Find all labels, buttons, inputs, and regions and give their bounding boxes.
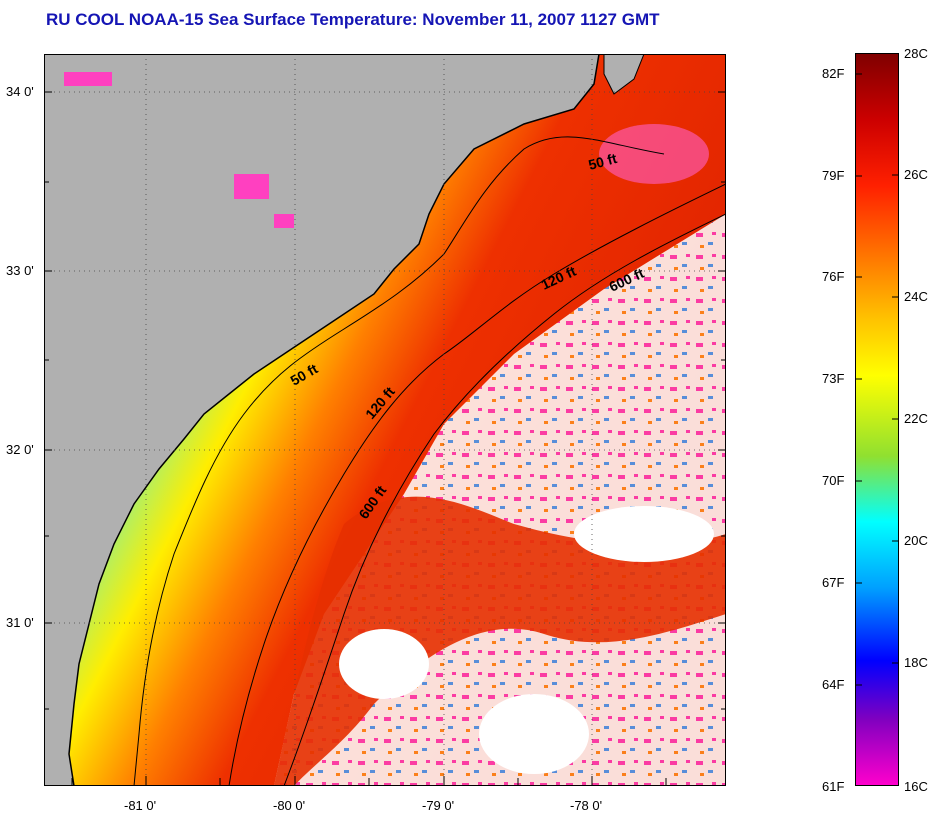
cloud-patch-1 <box>339 629 429 699</box>
colorbar-gradient <box>856 54 898 785</box>
depth-label: 50 ft <box>587 150 619 173</box>
lat-label: 32 0' <box>6 442 34 457</box>
lon-label: -79 0' <box>422 798 455 813</box>
cloud-patch-4 <box>599 124 709 184</box>
sst-map: 50 ft 120 ft 600 ft 50 ft 120 ft 600 ft <box>44 54 726 786</box>
colorbar-fahrenheit-label: 82F <box>822 66 845 81</box>
colorbar-fahrenheit-label: 79F <box>822 168 845 183</box>
colorbar-fahrenheit-label: 73F <box>822 371 845 386</box>
contour-120ft <box>228 183 726 786</box>
land-mass <box>44 54 599 786</box>
inland-lake-2 <box>234 174 269 199</box>
lon-label: -78 0' <box>570 798 603 813</box>
map-frame <box>44 54 726 786</box>
map-title: RU COOL NOAA-15 Sea Surface Temperature:… <box>46 10 660 29</box>
lat-label: 33 0' <box>6 263 34 278</box>
graticule <box>44 54 726 786</box>
colorbar-celsius-label: 26C <box>904 167 928 182</box>
colorbar-celsius-label: 20C <box>904 533 928 548</box>
land-northeast <box>603 54 645 95</box>
sst-map-canvas: 50 ft 120 ft 600 ft 50 ft 120 ft 600 ft <box>44 54 726 786</box>
lat-label: 34 0' <box>6 84 34 99</box>
axis-ticks <box>44 91 726 786</box>
colorbar-fahrenheit-label: 61F <box>822 779 845 794</box>
colorbar-fahrenheit-label: 64F <box>822 677 845 692</box>
colorbar-celsius-label: 18C <box>904 655 928 670</box>
colorbar-fahrenheit-label: 76F <box>822 269 845 284</box>
lon-label: -80 0' <box>273 798 306 813</box>
colorbar-celsius-label: 22C <box>904 411 928 426</box>
inland-lake-3 <box>274 214 294 228</box>
colorbar-celsius-label: 28C <box>904 46 928 61</box>
contour-600ft <box>283 213 726 786</box>
inland-lake-1 <box>64 72 112 86</box>
cloud-patch-2 <box>479 694 589 774</box>
colorbar-fahrenheit-label: 70F <box>822 473 845 488</box>
temperature-colorbar <box>855 53 899 786</box>
cloud-patch-3 <box>574 506 714 562</box>
coastline <box>68 54 600 786</box>
colorbar-celsius-label: 24C <box>904 289 928 304</box>
colorbar-fahrenheit-label: 67F <box>822 575 845 590</box>
lon-label: -81 0' <box>124 798 157 813</box>
colorbar-celsius-label: 16C <box>904 779 928 794</box>
warm-water-core <box>274 496 726 786</box>
contour-50ft <box>133 136 665 786</box>
lat-label: 31 0' <box>6 615 34 630</box>
